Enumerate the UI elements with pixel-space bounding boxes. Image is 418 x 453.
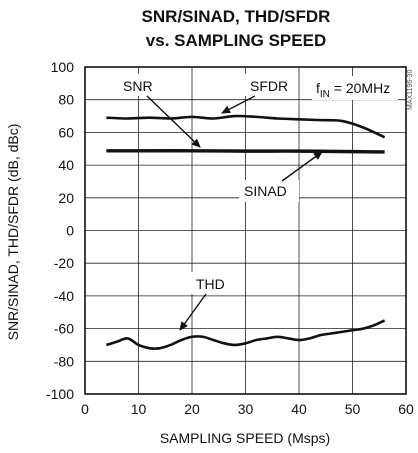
sfdr-label-bg xyxy=(245,74,295,96)
chart-title-line1: SNR/SINAD, THD/SFDR xyxy=(142,7,331,26)
y-tick-label: 80 xyxy=(58,92,74,108)
snr-label-bg xyxy=(118,74,162,96)
x-tick-label: 20 xyxy=(184,401,200,417)
condition-box xyxy=(312,76,398,100)
y-tick-label: 40 xyxy=(58,157,74,173)
x-tick-label: 40 xyxy=(291,401,307,417)
x-tick-label: 0 xyxy=(81,401,89,417)
y-axis-label: SNR/SINAD, THD/SFDR (dB, dBc) xyxy=(5,124,21,341)
annotation-thd-arrow xyxy=(179,293,207,331)
y-tick-label: 100 xyxy=(51,59,75,75)
x-axis-label: SAMPLING SPEED (Msps) xyxy=(160,430,330,446)
x-tick-labels: 0 10 20 30 40 50 60 xyxy=(81,401,414,417)
x-tick-label: 10 xyxy=(131,401,147,417)
x-tick-label: 30 xyxy=(238,401,254,417)
plot-area-frame xyxy=(84,66,407,395)
annotation-snr: SNR xyxy=(123,78,153,94)
series-line-sinad xyxy=(106,149,385,154)
y-tick-label: -60 xyxy=(54,321,74,337)
y-tick-labels: 100 80 60 40 20 0 -20 -40 -60 -80 -100 xyxy=(46,59,74,402)
y-tick-label: 20 xyxy=(58,190,74,206)
annotation-sfdr: SFDR xyxy=(250,78,288,94)
annotation-sfdr-arrow xyxy=(221,95,256,114)
y-tick-label: 0 xyxy=(66,223,74,239)
series-lines xyxy=(106,114,386,350)
thd-label-bg xyxy=(190,272,234,294)
annotation-sinad: SINAD xyxy=(244,183,287,199)
chart-title-line2: vs. SAMPLING SPEED xyxy=(146,31,326,50)
condition-label: fIN = 20MHz xyxy=(316,80,390,100)
x-tick-label: 50 xyxy=(345,401,361,417)
figure-code: MAX1196-30 xyxy=(407,70,414,110)
x-tick-label: 60 xyxy=(398,401,414,417)
series-line-sfdr xyxy=(106,114,386,139)
y-tick-label: 60 xyxy=(58,124,74,140)
series-line-thd xyxy=(106,319,386,350)
y-tick-label: -20 xyxy=(54,255,74,271)
y-tick-label: -100 xyxy=(46,386,74,402)
sinad-label-bg xyxy=(239,180,299,202)
annotation-thd: THD xyxy=(196,276,225,292)
annotation-snr-arrow xyxy=(146,95,201,148)
y-tick-label: -80 xyxy=(54,353,74,369)
annotation-sinad-arrow xyxy=(281,151,323,182)
y-tick-label: -40 xyxy=(54,288,74,304)
